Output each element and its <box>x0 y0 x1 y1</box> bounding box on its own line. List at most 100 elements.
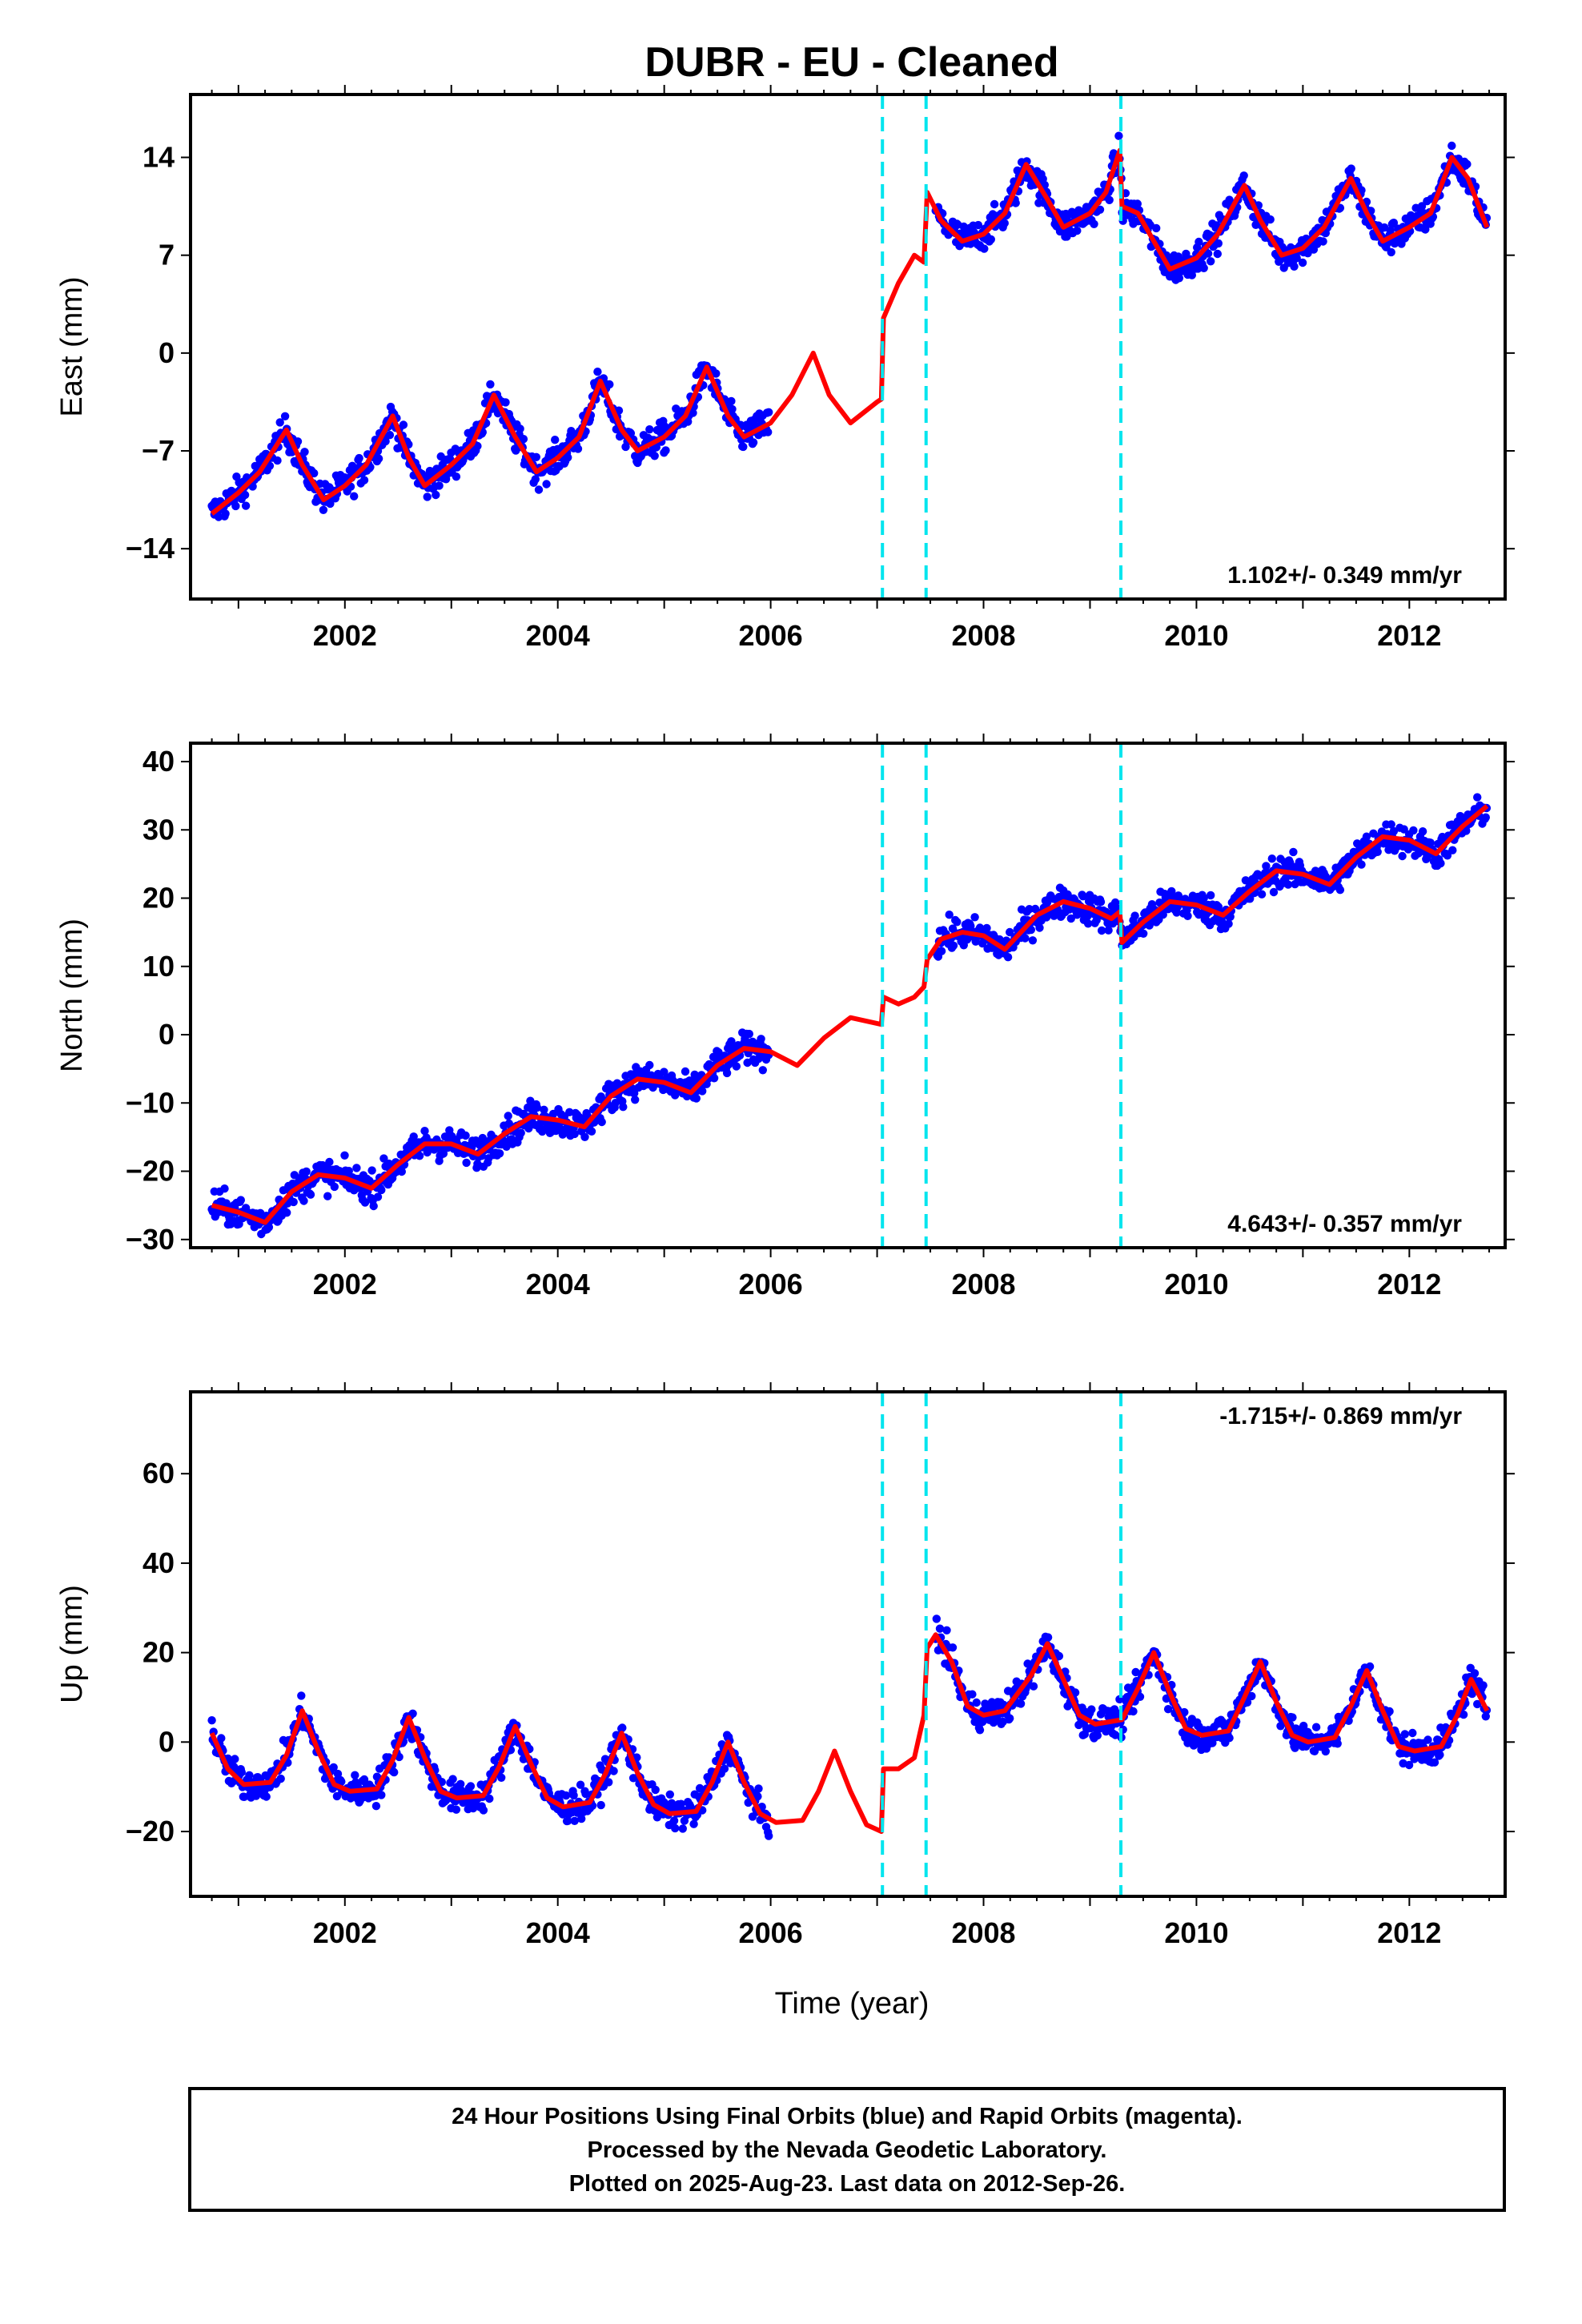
y-tick-label: 30 <box>143 813 175 846</box>
data-point <box>1443 851 1452 860</box>
data-point <box>1180 1707 1189 1717</box>
data-point <box>727 396 736 406</box>
data-point <box>712 369 721 378</box>
data-point <box>373 1192 383 1201</box>
data-point <box>1006 927 1014 937</box>
data-point <box>1224 919 1233 928</box>
y-tick-label: 20 <box>143 882 175 915</box>
x-tick-label: 2010 <box>1164 1268 1228 1301</box>
data-point <box>1096 898 1106 907</box>
data-point <box>1369 829 1378 838</box>
data-point <box>390 1767 399 1777</box>
data-point <box>1203 249 1213 258</box>
data-point <box>423 493 432 501</box>
y-tick-label: 0 <box>159 1725 175 1758</box>
data-point <box>1298 258 1307 267</box>
data-point <box>377 1791 386 1799</box>
data-point <box>1288 1713 1297 1722</box>
data-point <box>325 1157 334 1167</box>
data-point <box>975 1726 985 1735</box>
data-point <box>532 452 540 461</box>
data-point <box>1463 159 1472 169</box>
data-point <box>360 1198 370 1207</box>
data-point <box>330 1182 339 1192</box>
data-point <box>1035 923 1044 932</box>
data-point <box>765 408 773 416</box>
data-point <box>1063 890 1072 899</box>
data-point <box>1011 199 1020 207</box>
data-point <box>350 492 359 501</box>
data-point <box>1447 141 1456 151</box>
data-point <box>289 1197 298 1207</box>
y-tick-label: 60 <box>143 1457 175 1490</box>
data-point <box>319 505 328 514</box>
y-axis-label: Up (mm) <box>55 1585 89 1703</box>
data-point <box>757 1035 765 1043</box>
data-point <box>207 1716 216 1725</box>
data-point <box>1135 1692 1145 1701</box>
x-tick-label: 2002 <box>313 619 377 652</box>
model-line <box>209 1632 1490 1834</box>
data-point <box>1163 1705 1173 1714</box>
data-point <box>978 939 987 948</box>
data-point <box>1385 1707 1394 1716</box>
x-tick-label: 2004 <box>526 1268 590 1301</box>
data-point <box>1174 274 1184 283</box>
data-point <box>408 1709 417 1718</box>
data-point <box>749 438 758 447</box>
data-point <box>1373 847 1382 857</box>
data-point <box>1386 226 1395 235</box>
data-point <box>1087 1705 1096 1714</box>
data-point <box>542 480 551 489</box>
data-point <box>1028 936 1038 945</box>
data-point <box>564 1816 572 1825</box>
data-point <box>1043 1633 1053 1642</box>
data-point <box>593 368 602 376</box>
data-point <box>1139 929 1148 939</box>
north-panel: 2002 2004 2006 2008 2010 2012 −30 −20 −10 0 10 20 30… <box>55 734 1515 1301</box>
data-point <box>435 481 444 490</box>
data-point <box>217 1734 226 1743</box>
data-point <box>302 1167 311 1176</box>
data-point <box>432 490 440 500</box>
x-tick-label: 2002 <box>313 1268 377 1301</box>
data-point <box>576 1780 585 1789</box>
data-point <box>753 1792 762 1801</box>
data-point <box>220 1184 229 1193</box>
data-point <box>340 1151 349 1160</box>
data-point <box>1054 1651 1064 1661</box>
data-point <box>1311 1723 1321 1731</box>
rate-label: -1.715+/- 0.869 mm/yr <box>1219 1403 1462 1429</box>
data-point <box>333 1769 343 1779</box>
data-point <box>1347 164 1355 173</box>
data-point <box>337 1777 346 1786</box>
data-point <box>1199 263 1208 272</box>
data-points <box>207 131 1492 521</box>
data-point <box>456 1779 465 1788</box>
data-point <box>1267 854 1277 863</box>
data-point <box>1387 820 1395 829</box>
data-point <box>665 1790 674 1799</box>
data-point <box>355 453 363 463</box>
data-point <box>1225 1734 1234 1743</box>
data-point <box>495 1149 504 1158</box>
data-point <box>1387 247 1395 257</box>
data-point <box>605 380 614 389</box>
model-line <box>211 804 1489 1225</box>
data-point <box>293 437 303 446</box>
y-tick-label: −20 <box>126 1815 175 1848</box>
data-point <box>1095 205 1105 214</box>
data-point <box>1073 226 1082 235</box>
data-point <box>1214 239 1223 248</box>
data-point <box>614 406 624 415</box>
data-point <box>1321 1747 1331 1756</box>
data-point <box>1078 892 1087 901</box>
data-point <box>385 431 395 440</box>
x-tick-label: 2012 <box>1377 619 1441 652</box>
data-point <box>732 1062 741 1071</box>
y-tick-label: −30 <box>126 1223 175 1256</box>
data-point <box>415 1152 424 1160</box>
data-point <box>283 1208 291 1217</box>
data-point <box>248 482 257 491</box>
